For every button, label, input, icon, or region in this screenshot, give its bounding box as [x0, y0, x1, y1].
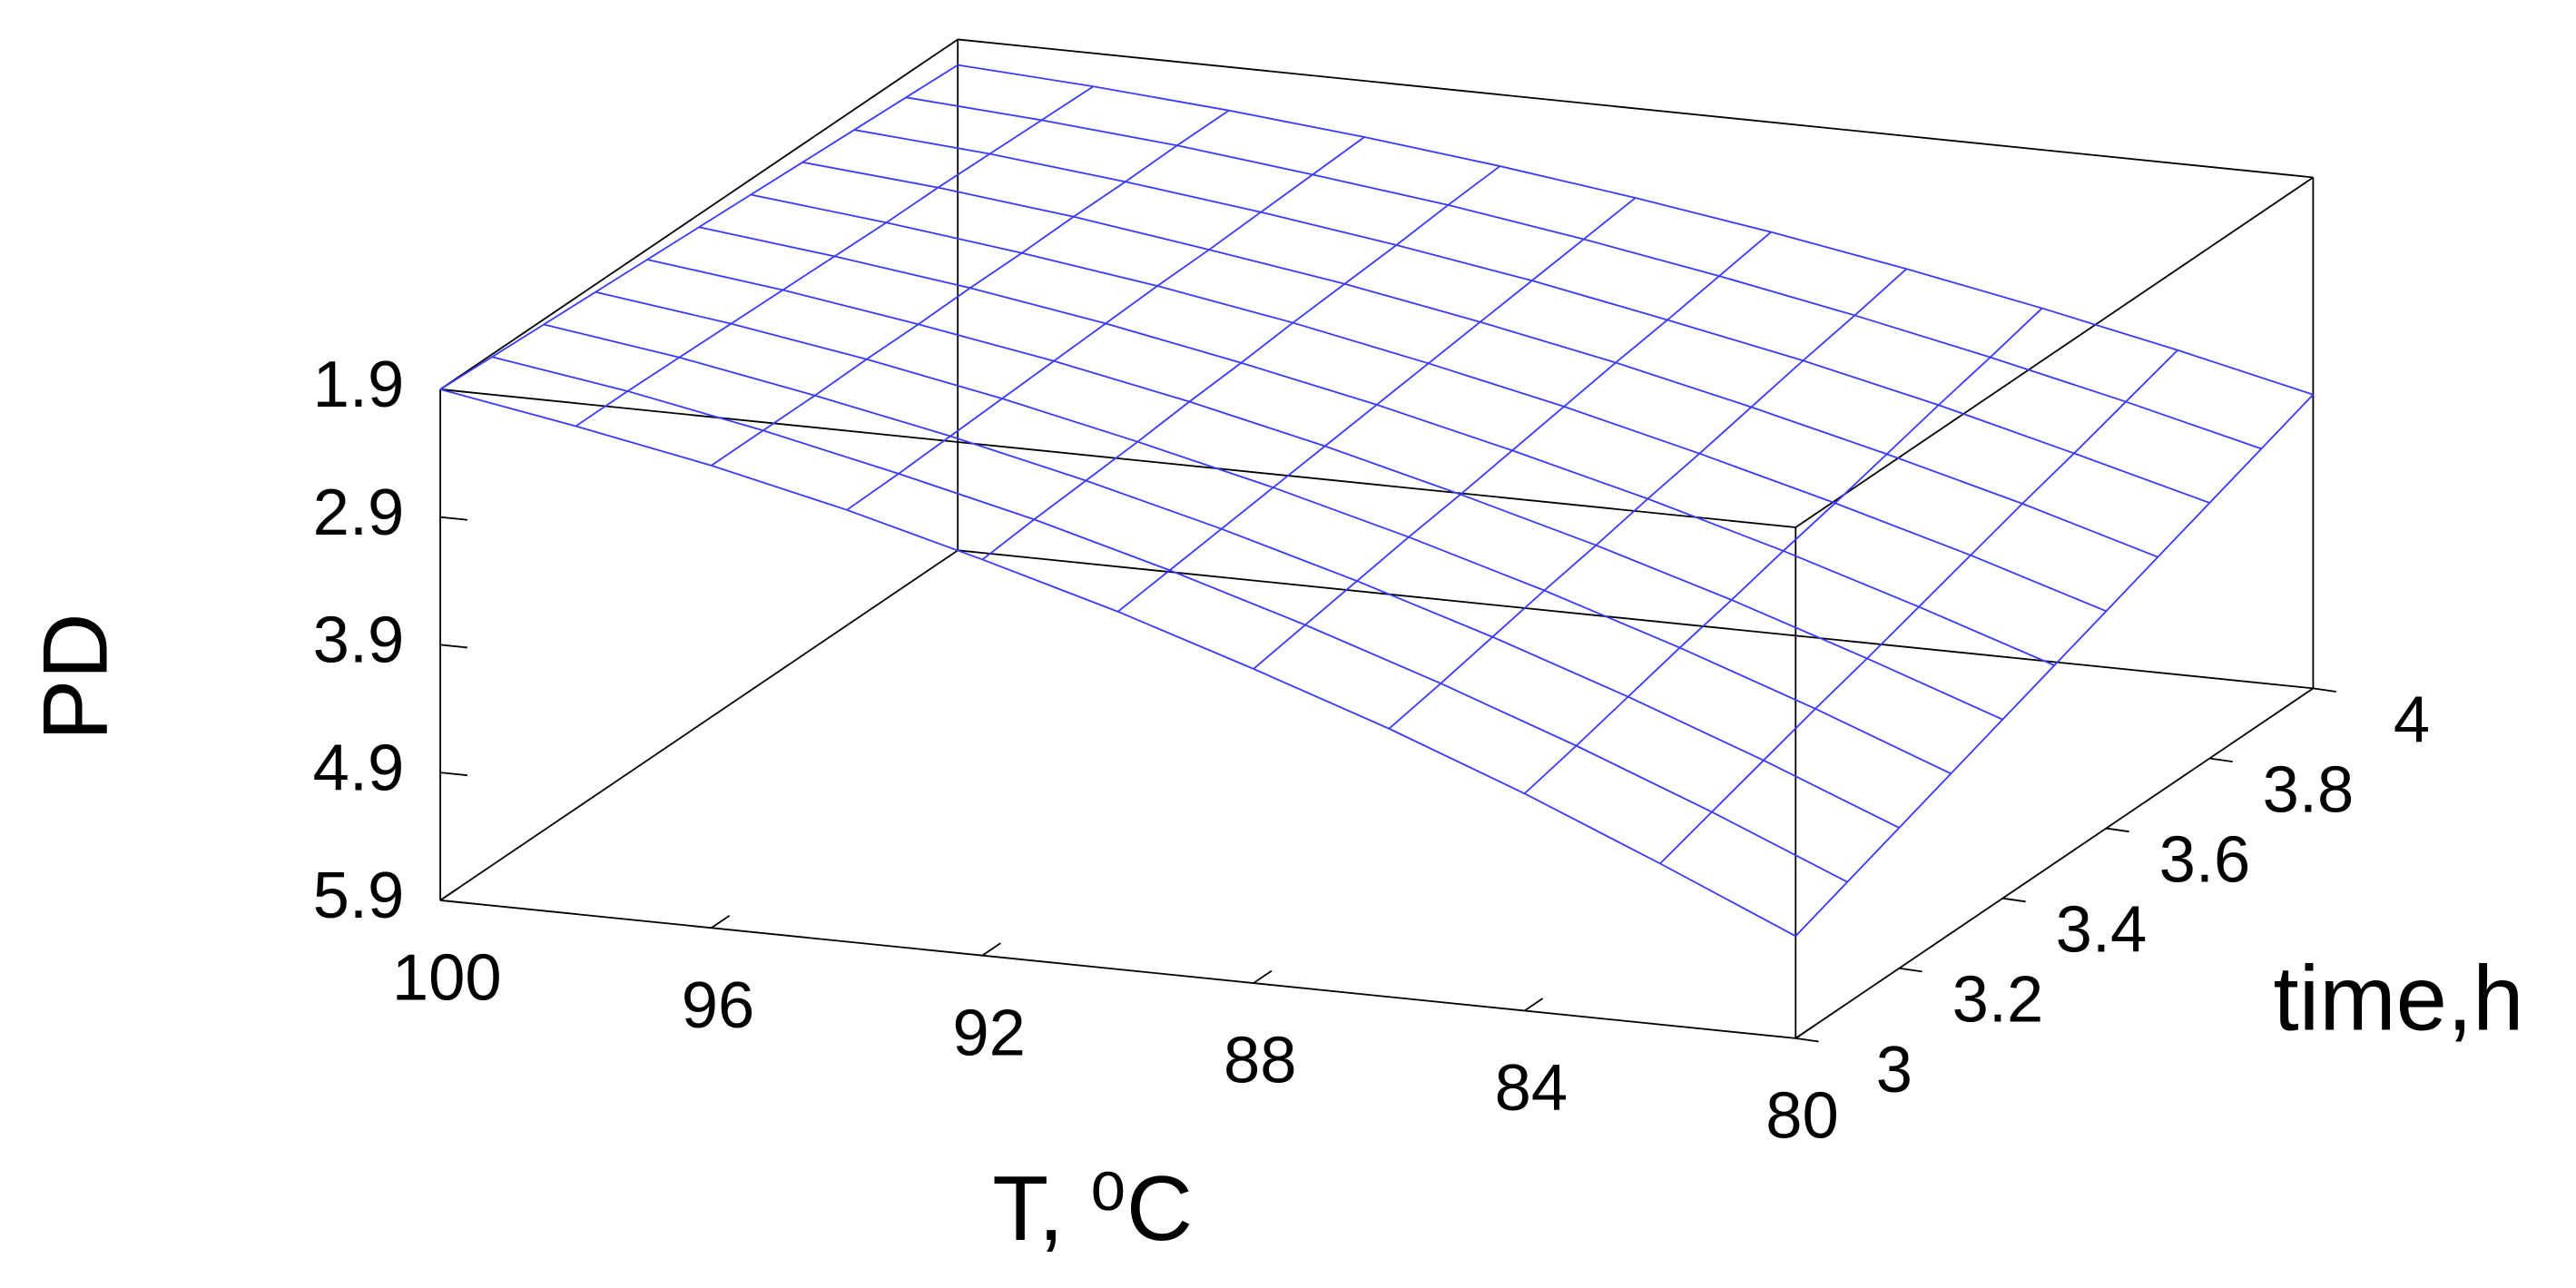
mesh-line [846, 136, 1365, 511]
z-tick-label: 3.9 [313, 604, 405, 677]
mesh-line [981, 165, 1501, 561]
mesh-line [1388, 268, 1908, 730]
mesh-line [958, 64, 2314, 396]
y-tick-label: 3 [1876, 1033, 1912, 1106]
z-tick-label: 5.9 [313, 859, 405, 932]
x-tick-label: 88 [1224, 1024, 1297, 1097]
z-tick-mark [439, 644, 468, 649]
box-edge [958, 549, 2314, 690]
z-tick-label: 4.9 [313, 731, 405, 804]
mesh-line [711, 109, 1230, 467]
x-tick-label: 96 [682, 968, 755, 1042]
y-tick-mark [2209, 757, 2233, 762]
mesh-line [1253, 231, 1772, 670]
x-tick-mark [711, 915, 731, 929]
y-tick-label: 3.6 [2159, 823, 2251, 897]
mesh-line [1117, 197, 1637, 613]
y-tick-mark [1795, 1037, 1819, 1043]
y-tick-mark [2313, 687, 2336, 693]
box-edge [958, 38, 2314, 179]
x-tick-mark [1253, 969, 1273, 984]
z-tick-label: 2.9 [313, 476, 405, 549]
x-tick-label: 100 [392, 940, 502, 1014]
x-tick-mark [439, 887, 459, 901]
x-tick-mark [1794, 1025, 1814, 1039]
box-edge [439, 899, 1796, 1039]
z-tick-mark [439, 772, 468, 777]
x-tick-label: 80 [1765, 1079, 1839, 1153]
z-tick-label: 1.9 [313, 348, 405, 421]
x-tick-mark [981, 942, 1001, 957]
y-tick-mark [2002, 897, 2026, 903]
y-tick-label: 3.2 [1952, 963, 2044, 1037]
mesh-line [575, 85, 1095, 428]
y-tick-mark [2106, 827, 2129, 833]
box-edge [439, 549, 959, 901]
mesh-line [1794, 394, 2315, 937]
mesh-line [1524, 307, 2043, 794]
box-edge [1794, 176, 2314, 528]
mesh-line [906, 96, 2262, 450]
mesh-line [595, 290, 1952, 775]
box-edge [439, 388, 1796, 528]
x-axis-title: T, ⁰C [992, 1157, 1193, 1260]
box-edge [1794, 687, 2314, 1039]
mesh-line [439, 64, 959, 390]
mesh-line [543, 323, 1900, 829]
y-tick-mark [1899, 967, 1922, 973]
mesh-line [439, 388, 1796, 938]
y-tick-label: 4 [2394, 683, 2430, 756]
x-tick-mark [1524, 998, 1544, 1012]
mesh-line [1659, 349, 2178, 865]
z-tick-mark [439, 516, 468, 521]
y-axis-title: time,h [2274, 947, 2524, 1049]
box-edge [439, 38, 959, 390]
z-axis-title: PD [24, 613, 126, 741]
y-tick-label: 3.8 [2263, 752, 2355, 826]
x-tick-label: 92 [952, 996, 1026, 1069]
z-tick-mark [439, 899, 468, 904]
mesh-line [854, 129, 2210, 504]
y-tick-label: 3.4 [2056, 893, 2148, 967]
mesh-line [801, 161, 2158, 558]
x-tick-label: 84 [1495, 1051, 1568, 1125]
